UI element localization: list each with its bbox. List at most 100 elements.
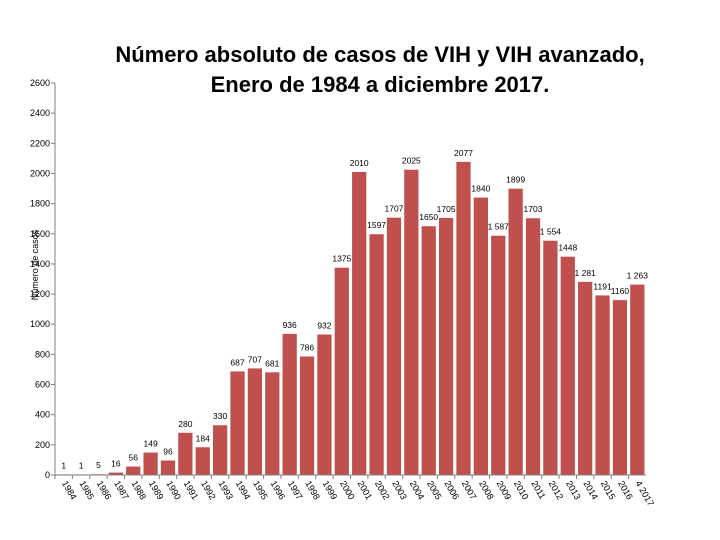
bar-2002 <box>369 234 384 475</box>
bar-2011 <box>525 218 541 476</box>
y-tick-label: 2200 <box>30 138 50 148</box>
x-tick-label: 2010 <box>512 479 531 501</box>
x-tick-label: 1992 <box>199 479 218 501</box>
data-label: 681 <box>265 358 279 368</box>
data-label: 1707 <box>384 204 403 214</box>
x-axis: 1984198519861987198819891990199119921993… <box>54 474 656 508</box>
x-tick-label: 2009 <box>495 479 514 501</box>
y-axis-title: Número de casos <box>30 229 40 300</box>
data-label: 2010 <box>350 158 369 168</box>
bar-2014 <box>578 281 593 475</box>
data-label: 1 <box>61 460 66 470</box>
data-labels: 1 1 5 16 56 149 96 280 184 330 687 707 681 936 786 932 1… <box>61 148 648 471</box>
bar-2010 <box>508 188 523 476</box>
x-tick-label: 1994 <box>234 479 253 501</box>
data-label: 184 <box>196 433 210 443</box>
data-label: 1 281 <box>575 268 597 278</box>
bar-2007 <box>456 161 471 476</box>
x-tick-label: 1999 <box>321 479 340 501</box>
bar-1990 <box>160 460 176 475</box>
y-tick-label: 1600 <box>30 229 50 239</box>
data-label: 56 <box>128 453 138 463</box>
bar-1994 <box>230 371 245 475</box>
x-tick-label: 2016 <box>616 479 635 501</box>
bar-1995 <box>247 368 263 475</box>
bar-2013 <box>560 256 575 475</box>
bar-1999 <box>317 334 332 475</box>
x-tick-label: 2002 <box>373 479 392 501</box>
y-tick-label: 2000 <box>30 168 50 178</box>
y-tick-label: 1000 <box>30 319 50 329</box>
x-tick-label: 1984 <box>60 479 79 501</box>
x-tick-label: 4 2017 <box>634 479 656 508</box>
y-tick-label: 2400 <box>30 108 50 118</box>
x-tick-label: 1993 <box>216 479 235 501</box>
bar-1997 <box>282 333 297 475</box>
bar-2012 <box>543 240 558 475</box>
data-label: 1448 <box>558 243 577 253</box>
data-label: 5 <box>96 460 101 470</box>
chart-title-line-2: Enero de 1984 a diciembre 2017. <box>210 72 550 97</box>
y-tick-label: 400 <box>35 410 50 420</box>
data-label: 149 <box>144 439 158 449</box>
data-label: 1375 <box>332 254 351 264</box>
y-tick-label: 800 <box>35 349 50 359</box>
bar-2006 <box>438 217 454 475</box>
bar-1988 <box>126 466 141 475</box>
y-tick-label: 1200 <box>30 289 50 299</box>
y-tick-label: 1400 <box>30 259 50 269</box>
x-tick-label: 2001 <box>355 479 374 501</box>
x-tick-label: 1990 <box>164 479 183 501</box>
x-tick-label: 2008 <box>477 479 496 501</box>
y-tick-label: 200 <box>35 440 50 450</box>
x-tick-label: 2015 <box>599 479 618 501</box>
bar-1996 <box>265 372 280 475</box>
x-tick-label: 2012 <box>547 479 566 501</box>
data-label: 932 <box>317 320 331 330</box>
bar-2003 <box>386 217 402 476</box>
bar-2009 <box>491 235 506 475</box>
data-label: 1650 <box>419 212 438 222</box>
x-tick-label: 2004 <box>408 479 427 501</box>
data-label: 330 <box>213 411 227 421</box>
x-tick-label: 1986 <box>95 479 114 501</box>
bar-1992 <box>195 447 210 475</box>
y-tick-label: 600 <box>35 380 50 390</box>
x-tick-label: 2014 <box>581 479 600 501</box>
bar-1989 <box>143 452 158 475</box>
x-tick-label: 1998 <box>303 479 322 501</box>
data-label: 96 <box>163 447 173 457</box>
data-label: 1191 <box>593 281 612 291</box>
data-label: 2077 <box>454 148 473 158</box>
data-label: 1840 <box>471 184 490 194</box>
x-tick-label: 2007 <box>460 479 479 501</box>
data-label: 1597 <box>367 220 386 230</box>
x-tick-label: 1996 <box>269 479 288 501</box>
x-tick-label: 2005 <box>425 479 444 501</box>
bars <box>56 161 645 476</box>
bar-2001 <box>352 171 367 475</box>
x-tick-label: 2003 <box>390 479 409 501</box>
bar-2015 <box>595 295 610 475</box>
data-label: 1 554 <box>540 227 562 237</box>
bar-1987 <box>108 472 123 475</box>
bar-1991 <box>178 432 193 475</box>
x-tick-label: 2006 <box>442 479 461 501</box>
y-tick-label: 1800 <box>30 199 50 209</box>
data-label: 936 <box>283 320 297 330</box>
bar-2016 <box>612 300 628 475</box>
data-label: 786 <box>300 342 314 352</box>
x-tick-label: 2013 <box>564 479 583 501</box>
x-tick-label: 1991 <box>182 479 201 501</box>
bar-4-2017 <box>630 284 645 475</box>
x-tick-label: 1987 <box>112 479 131 501</box>
data-label: 687 <box>230 357 244 367</box>
x-tick-label: 1988 <box>129 479 148 501</box>
bar-1998 <box>299 356 315 475</box>
data-label: 16 <box>111 459 121 469</box>
x-tick-label: 1985 <box>77 479 96 501</box>
chart-title: Número absoluto de casos de VIH y VIH av… <box>60 40 700 100</box>
data-label: 707 <box>248 354 262 364</box>
bar-1993 <box>213 425 228 475</box>
